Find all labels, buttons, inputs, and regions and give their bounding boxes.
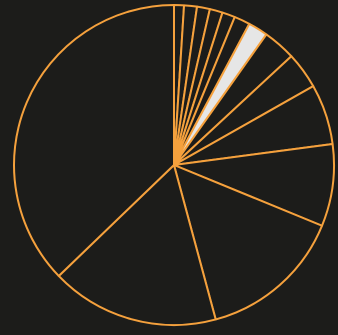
- pie-slice-14: [13, 4, 175, 277]
- pie-slice-13: [57, 164, 217, 326]
- pie-slice-12: [173, 164, 324, 321]
